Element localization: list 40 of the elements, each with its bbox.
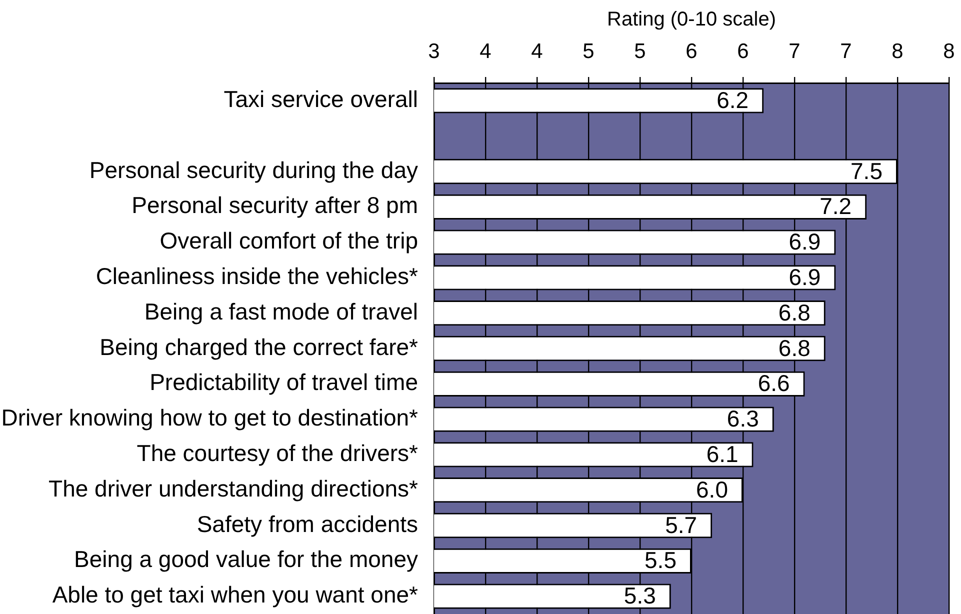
- y-tick-label: Being charged the correct fare*: [100, 334, 418, 360]
- data-label: 5.7: [665, 512, 698, 538]
- x-tick-label: 3: [428, 40, 440, 64]
- data-label: 6.9: [788, 228, 821, 255]
- x-tick-label: 8: [943, 40, 955, 64]
- data-label: 6.1: [706, 441, 738, 468]
- x-tick-label: 7: [840, 40, 852, 64]
- data-label: 7.2: [820, 193, 852, 220]
- x-tick-label: 5: [582, 40, 594, 64]
- y-tick-label: Safety from accidents: [196, 510, 418, 537]
- y-tick-label: Taxi service overall: [224, 86, 418, 112]
- data-label: 6.3: [726, 406, 759, 432]
- x-tick-label: 5: [634, 40, 646, 64]
- x-tick-label: 8: [892, 40, 904, 64]
- x-tick-label: 6: [686, 40, 698, 64]
- data-label: 6.8: [778, 299, 810, 326]
- x-axis-title: Rating (0-10 scale): [607, 8, 776, 31]
- data-label: 6.2: [716, 87, 749, 114]
- x-tick-label: 4: [480, 40, 492, 64]
- x-tick-label: 6: [737, 40, 749, 64]
- y-tick-label: Personal security during the day: [89, 156, 418, 183]
- y-tick-label: Being a good value for the money: [74, 546, 418, 572]
- x-tick-label: 7: [788, 40, 800, 64]
- y-tick-label: Overall comfort of the trip: [160, 228, 418, 254]
- data-label: 5.5: [644, 547, 676, 574]
- y-tick-label: Predictability of travel time: [150, 369, 418, 396]
- data-label: 5.3: [624, 582, 656, 609]
- y-tick-label: Able to get taxi when you want one*: [52, 582, 418, 608]
- y-tick-label: Being a fast mode of travel: [144, 298, 418, 324]
- y-tick-label: Personal security after 8 pm: [132, 192, 418, 218]
- data-label: 6.6: [758, 370, 790, 396]
- data-label: 7.5: [850, 158, 882, 184]
- x-tick-label: 4: [531, 40, 544, 64]
- y-tick-label: The courtesy of the drivers*: [136, 440, 418, 466]
- y-tick-label: The driver understanding directions*: [48, 475, 418, 502]
- data-label: 6.0: [696, 476, 728, 502]
- data-label: 6.8: [778, 334, 810, 361]
- y-tick-label: Cleanliness inside the vehicles*: [96, 263, 418, 290]
- y-tick-label: Driver knowing how to get to destination*: [1, 404, 418, 431]
- data-label: 6.9: [788, 264, 821, 290]
